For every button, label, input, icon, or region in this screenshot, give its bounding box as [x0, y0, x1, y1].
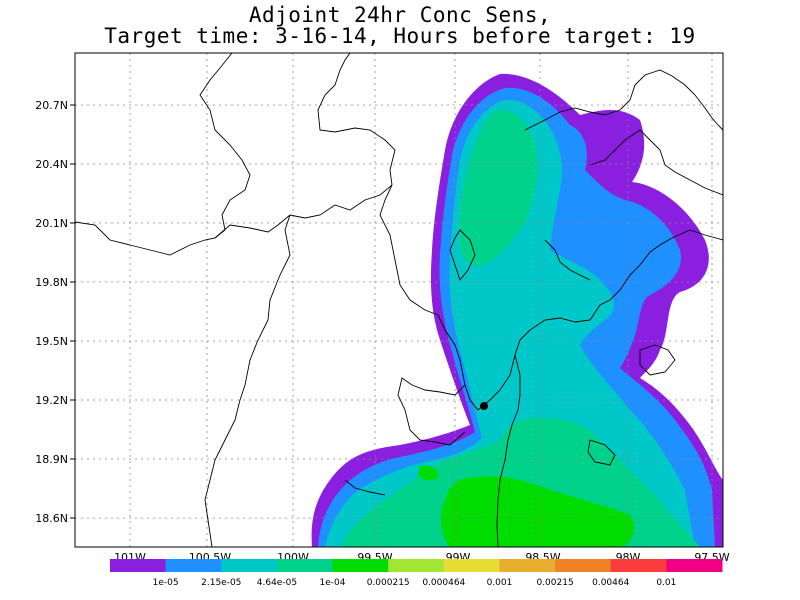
colorbar-label: 2.15e-05	[201, 578, 241, 588]
latitude-axis: 20.7N 20.4N 20.1N 19.8N 19.5N 19.2N 18.9…	[35, 99, 75, 525]
colorbar-label: 4.64e-05	[257, 578, 297, 588]
colorbar-swatch	[443, 559, 500, 572]
contour-level-5b	[418, 465, 439, 481]
colorbar: 1e-05 2.15e-05 4.64e-05 1e-04 0.000215 0.0004…	[110, 559, 723, 588]
colorbar-label: 1e-04	[320, 578, 346, 588]
sensitivity-field	[311, 73, 723, 547]
colorbar-swatch	[110, 559, 167, 572]
map-title-line1: Adjoint 24hr Conc Sens,	[248, 3, 552, 27]
contour-level-5	[440, 476, 635, 547]
colorbar-label: 0.00215	[536, 578, 573, 588]
target-point-icon	[480, 402, 488, 410]
colorbar-swatch	[165, 559, 222, 572]
lat-label: 19.2N	[35, 394, 68, 407]
colorbar-label: 0.01	[656, 578, 676, 588]
lat-label: 18.6N	[35, 512, 68, 525]
lat-label: 19.5N	[35, 335, 68, 348]
lat-label: 18.9N	[35, 453, 68, 466]
state-boundaries	[75, 53, 723, 547]
colorbar-swatch	[332, 559, 389, 572]
colorbar-swatch	[276, 559, 334, 572]
colorbar-swatch	[610, 559, 667, 572]
lat-label: 19.8N	[35, 276, 68, 289]
colorbar-swatch	[388, 559, 445, 572]
colorbar-swatch	[555, 559, 612, 572]
colorbar-label: 0.000215	[367, 578, 410, 588]
lat-label: 20.7N	[35, 99, 68, 112]
contour-level-4	[459, 109, 538, 266]
map-frame	[74, 52, 724, 548]
colorbar-label: 0.001	[487, 578, 513, 588]
colorbar-swatch	[666, 559, 723, 572]
lat-label: 20.4N	[35, 158, 68, 171]
colorbar-label: 1e-05	[153, 578, 179, 588]
lat-label: 20.1N	[35, 217, 68, 230]
colorbar-label: 0.000464	[422, 578, 465, 588]
map-title-line2: Target time: 3-16-14, Hours before targe…	[104, 24, 696, 48]
colorbar-swatch	[499, 559, 556, 572]
colorbar-swatch	[221, 559, 278, 572]
contour-level-3	[325, 99, 695, 547]
colorbar-label: 0.00464	[592, 578, 629, 588]
